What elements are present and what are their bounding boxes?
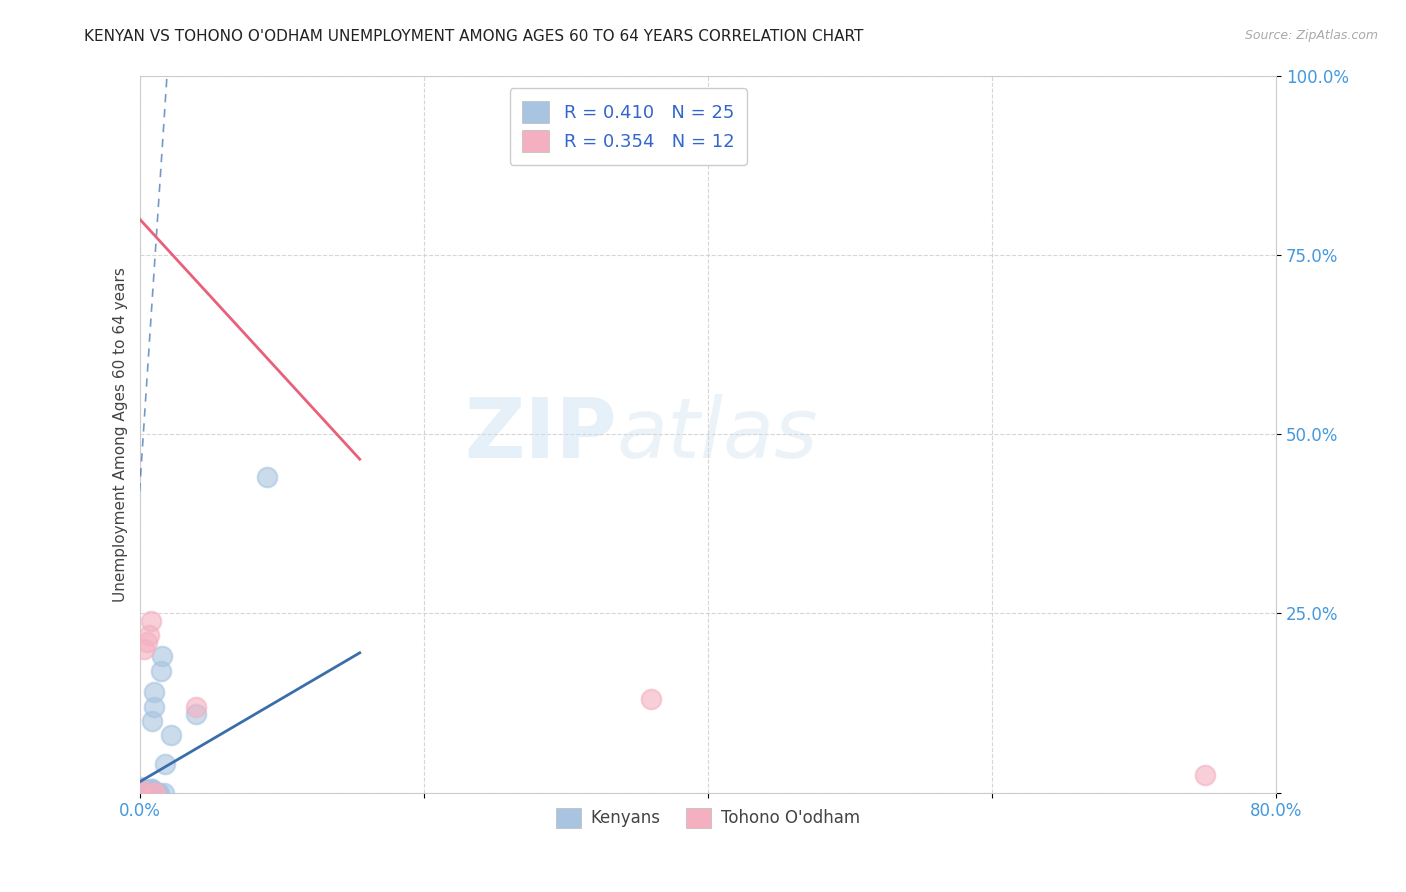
Point [132, 786, 155, 800]
Text: atlas: atlas [617, 393, 818, 475]
Point [128, 782, 150, 797]
Point [186, 699, 208, 714]
Point [139, 614, 162, 628]
Point [128, 786, 150, 800]
Point [141, 782, 163, 797]
Point [128, 786, 150, 800]
Point [139, 783, 162, 797]
Point [138, 628, 160, 642]
Point [152, 786, 174, 800]
Point [142, 699, 165, 714]
Point [138, 783, 160, 797]
Text: ZIP: ZIP [464, 393, 617, 475]
Point [135, 635, 157, 649]
Point [139, 782, 162, 797]
Point [141, 714, 163, 728]
Point [145, 786, 167, 800]
Point [143, 786, 166, 800]
Point [148, 786, 170, 800]
Point [256, 470, 278, 484]
Point [143, 786, 166, 800]
Point [1194, 768, 1216, 782]
Point [135, 783, 157, 797]
Point [134, 786, 156, 800]
Point [142, 685, 165, 699]
Point [146, 786, 169, 800]
Point [132, 642, 155, 657]
Point [159, 728, 181, 742]
Y-axis label: Unemployment Among Ages 60 to 64 years: Unemployment Among Ages 60 to 64 years [114, 267, 128, 601]
Point [186, 706, 208, 721]
Point [153, 756, 176, 771]
Text: Source: ZipAtlas.com: Source: ZipAtlas.com [1244, 29, 1378, 43]
Point [128, 780, 150, 794]
Point [640, 692, 662, 706]
Point [128, 786, 150, 800]
Point [128, 786, 150, 800]
Point [142, 786, 165, 800]
Point [150, 649, 173, 664]
Text: KENYAN VS TOHONO O'ODHAM UNEMPLOYMENT AMONG AGES 60 TO 64 YEARS CORRELATION CHAR: KENYAN VS TOHONO O'ODHAM UNEMPLOYMENT AM… [84, 29, 863, 45]
Point [128, 782, 150, 797]
Point [149, 664, 172, 678]
Point [136, 783, 159, 797]
Legend: Kenyans, Tohono O'odham: Kenyans, Tohono O'odham [550, 801, 866, 835]
